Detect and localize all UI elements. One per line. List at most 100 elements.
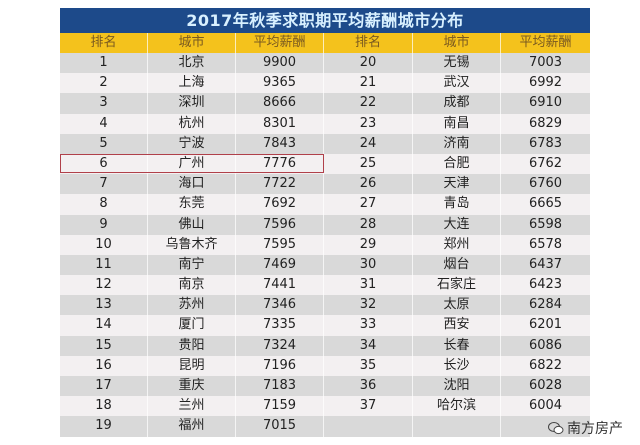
cell-city: 海口 — [148, 174, 236, 195]
cell-city: 宁波 — [148, 133, 236, 154]
cell-rank: 35 — [324, 355, 413, 376]
cell-city: 西安 — [413, 315, 501, 336]
header-city: 城市 — [413, 33, 501, 53]
cell-salary: 7196 — [236, 355, 324, 376]
cell-city: 大连 — [413, 214, 501, 235]
cell-city: 广州 — [148, 153, 236, 175]
cell-salary: 6992 — [528, 75, 563, 91]
cell-rank: 19 — [60, 416, 148, 437]
cell-salary: 7596 — [236, 214, 324, 235]
cell-salary: 6910 — [528, 95, 563, 111]
cell-rank: 22 — [324, 93, 413, 114]
cell-city: 乌鲁木齐 — [148, 234, 236, 255]
cell-rank: 26 — [324, 174, 413, 195]
cell-salary: 7003 — [528, 55, 563, 70]
cell-rank: 11 — [60, 254, 148, 276]
table-row: 4 杭州 8301 23 南昌 6829 — [60, 113, 590, 134]
header-rank: 排名 — [60, 33, 148, 53]
cell-city: 深圳 — [148, 93, 236, 114]
cell-salary: 7469 — [236, 254, 324, 276]
cell-salary: 6578 — [528, 236, 563, 252]
cell-salary: 7324 — [236, 335, 324, 356]
table-body: 1 北京 9900 20 无锡 7003 2 上海 9365 21 武汉 6992 3 深圳 8666 22 成… — [60, 53, 590, 437]
table-row: 9 佛山 7596 28 大连 6598 — [60, 214, 590, 235]
cell-salary: 7441 — [236, 275, 324, 296]
cell-rank: 12 — [60, 275, 148, 296]
wechat-icon — [548, 422, 564, 435]
cell-rank: 17 — [60, 376, 148, 397]
cell-city: 长沙 — [413, 355, 501, 376]
table-row: 17 重庆 7183 36 沈阳 6028 — [60, 376, 590, 397]
cell-salary: 6201 — [528, 317, 563, 333]
cell-rank: 23 — [324, 113, 413, 134]
cell-salary: 7595 — [236, 234, 324, 255]
cell-city: 贵阳 — [148, 335, 236, 356]
table-row: 7 海口 7722 26 天津 6760 — [60, 174, 590, 195]
cell-salary: 6665 — [528, 196, 563, 212]
cell-city: 佛山 — [148, 214, 236, 235]
cell-city: 兰州 — [148, 396, 236, 417]
cell-city: 郑州 — [413, 234, 501, 255]
cell-city: 南京 — [148, 275, 236, 296]
header-rank: 排名 — [324, 33, 413, 53]
table-row: 6 广州 7776 25 合肥 6762 — [60, 153, 590, 175]
cell-city: 东莞 — [148, 194, 236, 215]
cell-salary: 6760 — [528, 176, 563, 192]
table-row: 3 深圳 8666 22 成都 6910 — [60, 93, 590, 114]
cell-salary: 9900 — [236, 53, 324, 74]
cell-salary: 6598 — [528, 216, 563, 232]
table-row: 11 南宁 7469 30 烟台 6437 — [60, 254, 590, 276]
cell-rank: 24 — [324, 133, 413, 154]
cell-rank: 30 — [324, 254, 413, 276]
table-row: 1 北京 9900 20 无锡 7003 — [60, 53, 590, 74]
cell-rank: 32 — [324, 295, 413, 316]
table-row: 19 福州 7015 — [60, 416, 590, 437]
salary-table: 2017年秋季求职期平均薪酬城市分布 排名 城市 平均薪酬 排名 城市 平均薪酬… — [60, 8, 590, 437]
cell-rank: 37 — [324, 396, 413, 417]
cell-rank: 18 — [60, 396, 148, 417]
cell-rank: 3 — [60, 93, 148, 114]
cell-rank: 21 — [324, 73, 413, 94]
cell-city: 哈尔滨 — [413, 396, 501, 417]
cell-salary: 6004 — [528, 398, 563, 414]
table-title: 2017年秋季求职期平均薪酬城市分布 — [60, 8, 590, 33]
cell-city: 沈阳 — [413, 376, 501, 397]
cell-salary: 6822 — [528, 357, 563, 373]
cell-salary: 6086 — [528, 337, 563, 353]
cell-rank: 28 — [324, 214, 413, 235]
cell-rank: 10 — [60, 234, 148, 255]
cell-rank: 2 — [60, 73, 148, 94]
cell-salary: 9365 — [236, 73, 324, 94]
cell-city: 南宁 — [148, 254, 236, 276]
cell-salary: 8666 — [236, 93, 324, 114]
cell-rank: 13 — [60, 295, 148, 316]
cell-salary: 6783 — [528, 135, 563, 151]
cell-city: 无锡 — [413, 53, 501, 74]
cell-city: 南昌 — [413, 113, 501, 134]
table-row: 2 上海 9365 21 武汉 6992 — [60, 73, 590, 94]
cell-city: 福州 — [148, 416, 236, 437]
watermark: 南方房产 — [548, 418, 623, 438]
table-row: 16 昆明 7196 35 长沙 6822 — [60, 355, 590, 376]
cell-salary: 6762 — [528, 155, 563, 171]
cell-rank: 33 — [324, 315, 413, 336]
cell-city: 合肥 — [413, 153, 501, 175]
table-row: 5 宁波 7843 24 济南 6783 — [60, 133, 590, 154]
cell-city: 太原 — [413, 295, 501, 316]
cell-salary: 6423 — [528, 277, 563, 293]
cell-salary: 6829 — [528, 115, 563, 131]
cell-city: 北京 — [148, 53, 236, 74]
table-header-row: 排名 城市 平均薪酬 排名 城市 平均薪酬 — [60, 33, 590, 53]
cell-rank: 36 — [324, 376, 413, 397]
cell-rank: 8 — [60, 194, 148, 215]
highlight-box — [60, 154, 324, 173]
header-salary: 平均薪酬 — [519, 35, 572, 50]
cell-salary: 7015 — [236, 416, 324, 437]
cell-city: 苏州 — [148, 295, 236, 316]
cell-city: 石家庄 — [413, 275, 501, 296]
cell-salary: 7183 — [236, 376, 324, 397]
cell-city: 长春 — [413, 335, 501, 356]
cell-rank: 6 — [60, 153, 148, 175]
cell-rank: 1 — [60, 53, 148, 74]
watermark-text: 南方房产 — [567, 421, 623, 437]
